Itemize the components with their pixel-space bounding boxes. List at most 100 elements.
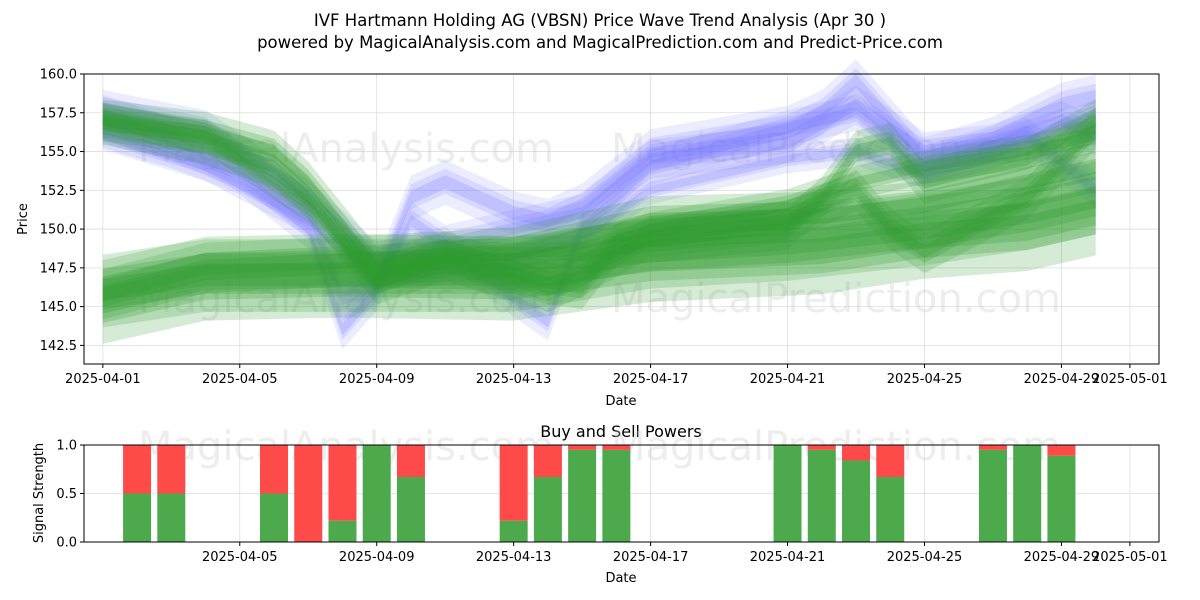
price-y-tick-label: 150.0 <box>40 223 77 238</box>
price-band <box>102 97 1096 332</box>
signal-chart-title: Buy and Sell Powers <box>540 422 702 441</box>
signal-x-axis: 2025-04-05 2025-04-09 2025-04-13 2025-04-17… <box>202 542 1168 565</box>
price-band <box>102 98 1096 290</box>
signal-y-tick-label: 1.0 <box>56 439 77 454</box>
sell-bar <box>294 445 323 542</box>
price-x-tick-label: 2025-04-01 <box>65 372 141 387</box>
signal-x-tick-label: 2025-04-17 <box>613 550 689 565</box>
price-x-tick-label: 2025-04-05 <box>202 372 278 387</box>
price-plot-frame <box>83 73 1160 365</box>
buy-bar <box>1013 445 1042 542</box>
price-band <box>102 151 1096 307</box>
price-series-blue-wave-1 <box>102 59 1096 322</box>
buy-bar <box>568 449 597 542</box>
signal-x-label: Date <box>605 571 636 586</box>
price-band <box>102 85 1096 350</box>
signal-y-label: Signal Strength <box>32 443 47 543</box>
buy-bar <box>499 520 528 542</box>
price-series-green-trend-2 <box>102 161 1096 328</box>
price-plot-area <box>84 74 1159 364</box>
buy-bar <box>328 520 357 542</box>
price-band <box>102 90 1096 341</box>
price-band <box>102 158 1096 302</box>
sell-bar <box>328 445 357 521</box>
price-watermark-3: MagicalAnalysis.com <box>138 276 554 322</box>
buy-bar <box>842 460 871 542</box>
price-y-tick-label: 145.0 <box>40 300 77 315</box>
price-band <box>102 103 1096 293</box>
buy-bar <box>773 445 802 542</box>
signal-y-axis: 0.0 0.5 1.0 <box>56 439 84 551</box>
signal-bars <box>123 445 1076 542</box>
price-watermark-2: MagicalPrediction.com <box>611 126 1061 172</box>
buy-bar <box>807 449 836 542</box>
price-x-tick-label: 2025-05-01 <box>1092 372 1168 387</box>
price-series-blue-wave-2 <box>102 85 1096 350</box>
sell-bar <box>568 445 597 450</box>
buy-bar <box>123 493 152 542</box>
sell-bar <box>807 445 836 450</box>
price-band <box>102 141 1096 320</box>
signal-x-tick-label: 2025-04-25 <box>887 550 963 565</box>
price-x-label: Date <box>605 394 636 409</box>
signal-x-tick-label: 2025-05-01 <box>1092 550 1168 565</box>
price-bands <box>102 59 1096 350</box>
price-series-green-wave-2 <box>102 102 1096 312</box>
signal-x-tick-label: 2025-04-29 <box>1024 550 1100 565</box>
price-band <box>102 161 1096 328</box>
price-band <box>102 102 1096 312</box>
price-x-tick-label: 2025-04-29 <box>1024 372 1100 387</box>
price-band <box>102 188 1096 323</box>
price-band <box>102 59 1096 322</box>
buy-bar <box>978 449 1007 542</box>
price-watermark-1: MagicalAnalysis.com <box>138 126 554 172</box>
price-y-tick-label: 157.5 <box>40 106 77 121</box>
signal-x-tick-label: 2025-04-09 <box>339 550 415 565</box>
buy-bar <box>602 449 631 542</box>
price-y-tick-label: 160.0 <box>40 68 77 83</box>
sell-bar <box>978 445 1007 450</box>
sell-bar <box>260 445 289 494</box>
price-y-tick-label: 155.0 <box>40 145 77 160</box>
sell-bar <box>533 445 562 478</box>
price-x-tick-label: 2025-04-21 <box>750 372 826 387</box>
price-y-tick-label: 152.5 <box>40 184 77 199</box>
price-band <box>102 104 1096 283</box>
price-series-green-trend-1 <box>102 171 1096 344</box>
price-band <box>102 68 1096 310</box>
sell-bar <box>499 445 528 521</box>
price-band <box>102 74 1096 306</box>
price-band <box>102 99 1096 309</box>
price-series-green-trend-3 <box>102 141 1096 320</box>
price-band <box>102 93 1096 340</box>
buy-bar <box>396 477 425 542</box>
price-x-tick-label: 2025-04-09 <box>339 372 415 387</box>
sell-bar <box>842 445 871 461</box>
sell-bar <box>123 445 152 494</box>
price-series-blue-wave-3 <box>102 90 1096 341</box>
price-band <box>102 114 1096 281</box>
price-band <box>102 107 1096 299</box>
signal-x-tick-label: 2025-04-05 <box>202 550 278 565</box>
price-band <box>102 175 1096 310</box>
price-series-blue-wave-4 <box>102 98 1096 290</box>
buy-bar <box>260 493 289 542</box>
sell-bar <box>602 445 631 450</box>
price-series-green-wave-3 <box>102 103 1096 293</box>
chart-subtitle: powered by MagicalAnalysis.com and Magic… <box>257 33 943 52</box>
sell-bar <box>1047 445 1076 456</box>
price-chart: MagicalAnalysis.com MagicalPrediction.co… <box>16 59 1168 409</box>
price-x-tick-label: 2025-04-13 <box>476 372 552 387</box>
price-band <box>102 102 1096 328</box>
price-x-axis: 2025-04-01 2025-04-05 2025-04-09 2025-04-13… <box>65 364 1168 387</box>
price-y-tick-label: 147.5 <box>40 261 77 276</box>
buy-bar <box>533 477 562 542</box>
price-watermark-4: MagicalPrediction.com <box>611 276 1061 322</box>
price-series-green-wave-1 <box>102 99 1096 309</box>
sell-bar <box>396 445 425 478</box>
price-band <box>102 186 1096 302</box>
price-band <box>102 113 1096 294</box>
signal-y-tick-label: 0.0 <box>56 536 77 551</box>
signal-x-tick-label: 2025-04-21 <box>750 550 826 565</box>
